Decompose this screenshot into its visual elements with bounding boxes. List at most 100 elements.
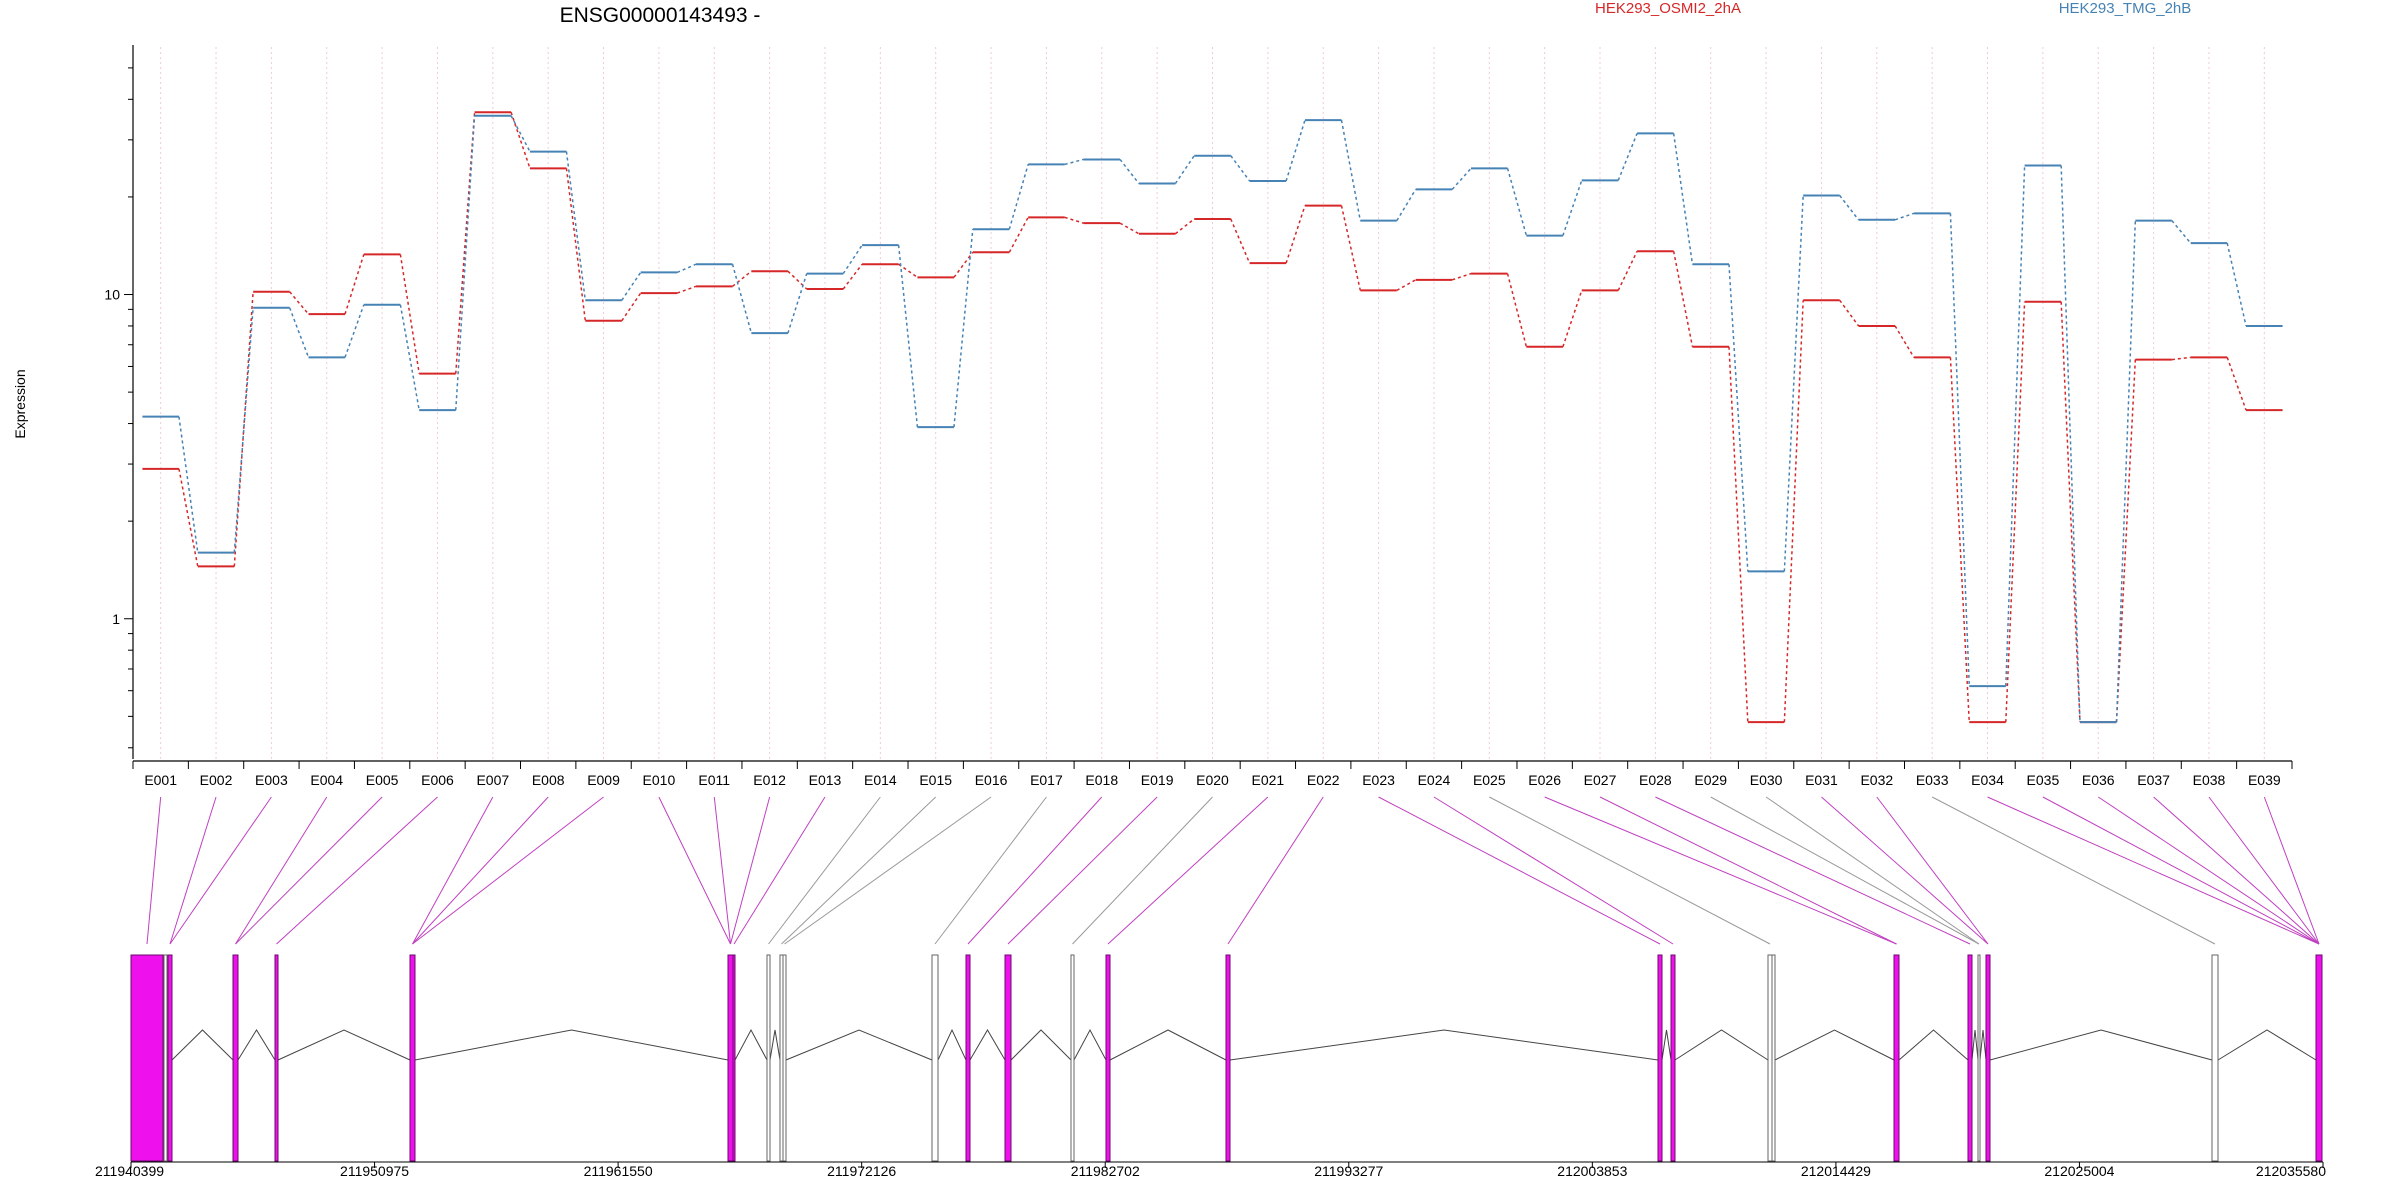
series-connector	[1783, 300, 1804, 723]
series-connector	[399, 254, 420, 374]
exon-highlighted	[1657, 954, 1663, 1162]
series-connector	[1119, 158, 1140, 184]
exon-connector	[169, 796, 217, 945]
series-connector	[2171, 356, 2191, 361]
x-tick-label: E037	[2137, 772, 2170, 788]
x-tick-label: E004	[310, 772, 343, 788]
series-connector	[233, 291, 254, 567]
exon-connector	[658, 796, 731, 945]
coordinate-label: 211950975	[340, 1163, 409, 1179]
x-tick-label: E005	[366, 772, 399, 788]
intron-line	[1073, 1028, 1107, 1061]
x-tick-label: E008	[532, 772, 565, 788]
x-tick-label: E026	[1528, 772, 1561, 788]
series-connector	[1839, 299, 1860, 327]
exon-connector	[1655, 796, 1971, 945]
exon-connector	[235, 796, 328, 945]
series-connector	[288, 307, 310, 358]
x-tick-label: E025	[1473, 772, 1506, 788]
intron-line	[1898, 1029, 1969, 1061]
exon-highlighted	[409, 954, 416, 1162]
x-tick-label: E034	[1971, 772, 2004, 788]
intron-line	[237, 1029, 276, 1061]
x-tick-label: E019	[1141, 772, 1174, 788]
exon-highlighted	[167, 954, 173, 1162]
series-connector	[1230, 218, 1251, 264]
x-tick-label: E023	[1362, 772, 1395, 788]
exon-highlighted	[732, 954, 736, 1162]
x-tick-label: E011	[698, 772, 730, 788]
series-connector	[1396, 188, 1417, 222]
series-connector	[1728, 346, 1749, 723]
x-tick-label: E027	[1584, 772, 1617, 788]
series-connector	[731, 264, 753, 334]
intron-line	[1229, 1029, 1659, 1061]
series-connector	[1451, 272, 1472, 281]
exon-highlighted	[1893, 954, 1900, 1162]
x-tick-label: E012	[753, 772, 786, 788]
x-axis: E001 E002 E003 E004 E005 E006 E007 E008 E009 E010…	[132, 760, 2293, 788]
series-connector	[2115, 220, 2137, 723]
series-connector	[2115, 359, 2137, 723]
series-connector	[787, 273, 808, 334]
exon-highlighted	[1670, 954, 1676, 1162]
series-connector	[1506, 168, 1528, 236]
intron-line	[1674, 1029, 1769, 1061]
series-connector	[565, 151, 587, 301]
exon-highlighted	[274, 954, 279, 1162]
series-connector	[233, 307, 254, 553]
coordinate-label: 211940399	[95, 1163, 164, 1179]
x-tick-label: E016	[975, 772, 1008, 788]
series-connector	[1285, 205, 1306, 264]
series-connector	[897, 245, 919, 428]
exon-connector	[146, 796, 162, 945]
intron-line	[769, 1029, 781, 1061]
exon-highlighted	[1004, 954, 1012, 1162]
series-connector	[1728, 264, 1749, 572]
intron-line	[171, 1029, 234, 1061]
series-connector	[1562, 180, 1583, 236]
series-connector	[1894, 325, 1915, 358]
exon	[766, 954, 771, 1162]
coordinate-label: 211972126	[827, 1163, 896, 1179]
exon-connector	[713, 796, 731, 945]
exon	[1070, 954, 1075, 1162]
coordinate-axis: 211940399 211950975 211961550 211972126 2119…	[95, 1161, 2326, 1179]
grid-lines	[160, 47, 2265, 761]
intron-line	[734, 1028, 768, 1061]
x-tick-label: E002	[200, 772, 233, 788]
coordinate-label: 211961550	[584, 1163, 653, 1179]
series-connector	[1119, 222, 1140, 235]
coordinate-label: 212025004	[2044, 1163, 2114, 1179]
chart-title: ENSG00000143493 -	[560, 4, 761, 27]
exon-connector	[1378, 796, 1661, 945]
intron-line	[1661, 1029, 1672, 1061]
intron-line	[1109, 1029, 1227, 1061]
series-connector	[1340, 205, 1362, 291]
exon-highlighted	[1967, 954, 1973, 1162]
legend-series-1-label: HEK293_OSMI2_2hA	[1595, 0, 1741, 17]
exon	[1977, 954, 1981, 1162]
exon-highlighted	[965, 954, 971, 1162]
exon	[782, 954, 787, 1162]
x-tick-label: E010	[643, 772, 676, 788]
series-connector	[842, 244, 863, 275]
connector-lines	[146, 796, 2320, 945]
exon-connector	[1876, 796, 1989, 945]
exon-connector	[235, 796, 383, 945]
x-tick-label: E036	[2082, 772, 2115, 788]
x-tick-label: E032	[1860, 772, 1893, 788]
series-connector	[1008, 164, 1029, 230]
series-connector	[565, 168, 587, 321]
series-connector	[510, 111, 531, 169]
series-connector	[1894, 212, 1915, 221]
series-connector	[1174, 155, 1195, 184]
series-connector	[1617, 133, 1638, 181]
series-connector	[787, 270, 808, 290]
y-tick-label: 1	[112, 611, 120, 627]
intron-line	[1979, 1029, 1987, 1061]
exon-highlighted	[1225, 954, 1231, 1162]
x-tick-label: E014	[864, 772, 897, 788]
x-tick-label: E001	[144, 772, 177, 788]
